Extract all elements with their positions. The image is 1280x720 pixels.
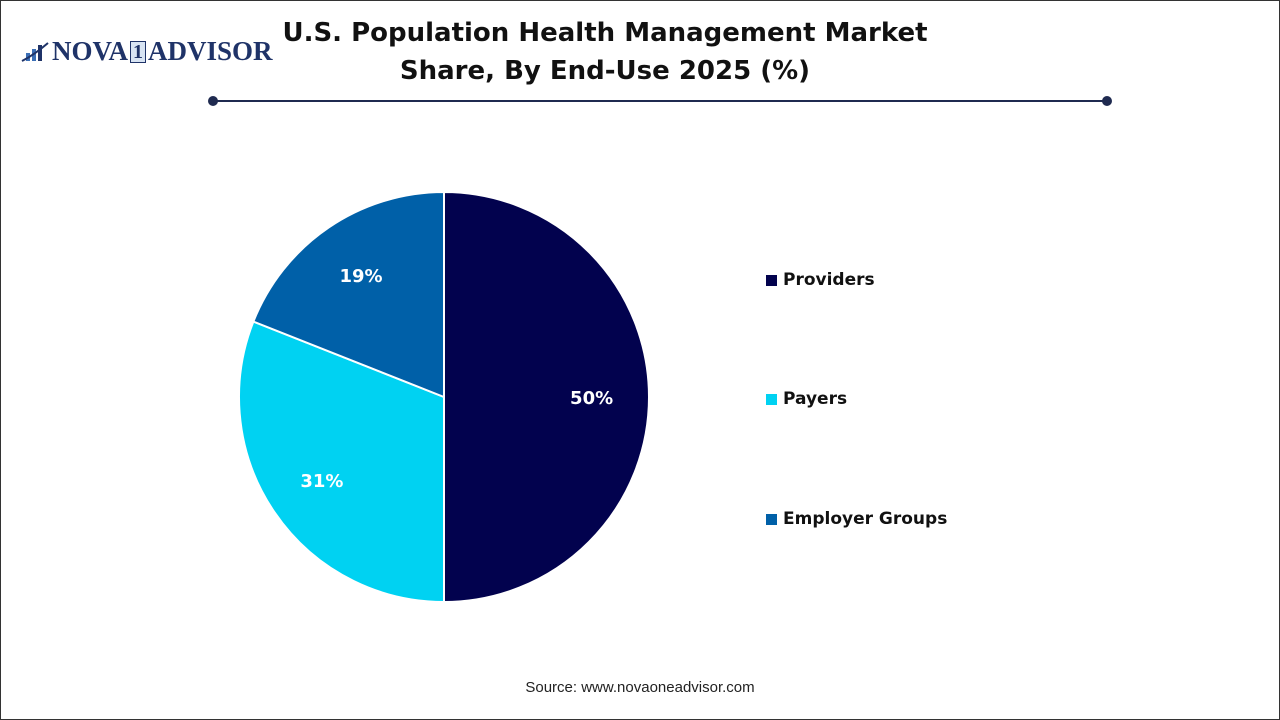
legend-item-providers: Providers xyxy=(766,270,875,290)
legend-label: Payers xyxy=(783,389,848,409)
logo-one: 1 xyxy=(130,40,147,63)
logo: NOVA 1 ADVISOR xyxy=(20,36,273,67)
bar-chart-logo-icon xyxy=(21,41,49,62)
logo-text-end: ADVISOR xyxy=(148,36,273,66)
legend-swatch xyxy=(766,393,777,405)
legend-label: Providers xyxy=(783,270,875,290)
data-label: 31% xyxy=(300,471,343,492)
legend-item-employer-groups: Employer Groups xyxy=(766,509,947,529)
legend-swatch xyxy=(766,513,777,525)
chart-title: U.S. Population Health Management Market… xyxy=(282,18,928,86)
legend-item-payers: Payers xyxy=(766,389,847,409)
logo-text: NOVA xyxy=(52,36,129,66)
legend-swatch xyxy=(766,274,777,286)
pie-slice-providers xyxy=(443,190,650,604)
pie-slice-payers xyxy=(238,320,445,604)
data-label: 19% xyxy=(339,266,382,287)
legend-label: Employer Groups xyxy=(783,509,948,529)
title-divider xyxy=(213,100,1107,102)
divider-dot-left xyxy=(208,96,218,106)
source-note: Source: www.novaoneadvisor.com xyxy=(525,679,755,696)
divider-dot-right xyxy=(1102,96,1112,106)
pie-slice-employer-groups xyxy=(252,190,445,399)
data-label: 50% xyxy=(570,388,613,409)
